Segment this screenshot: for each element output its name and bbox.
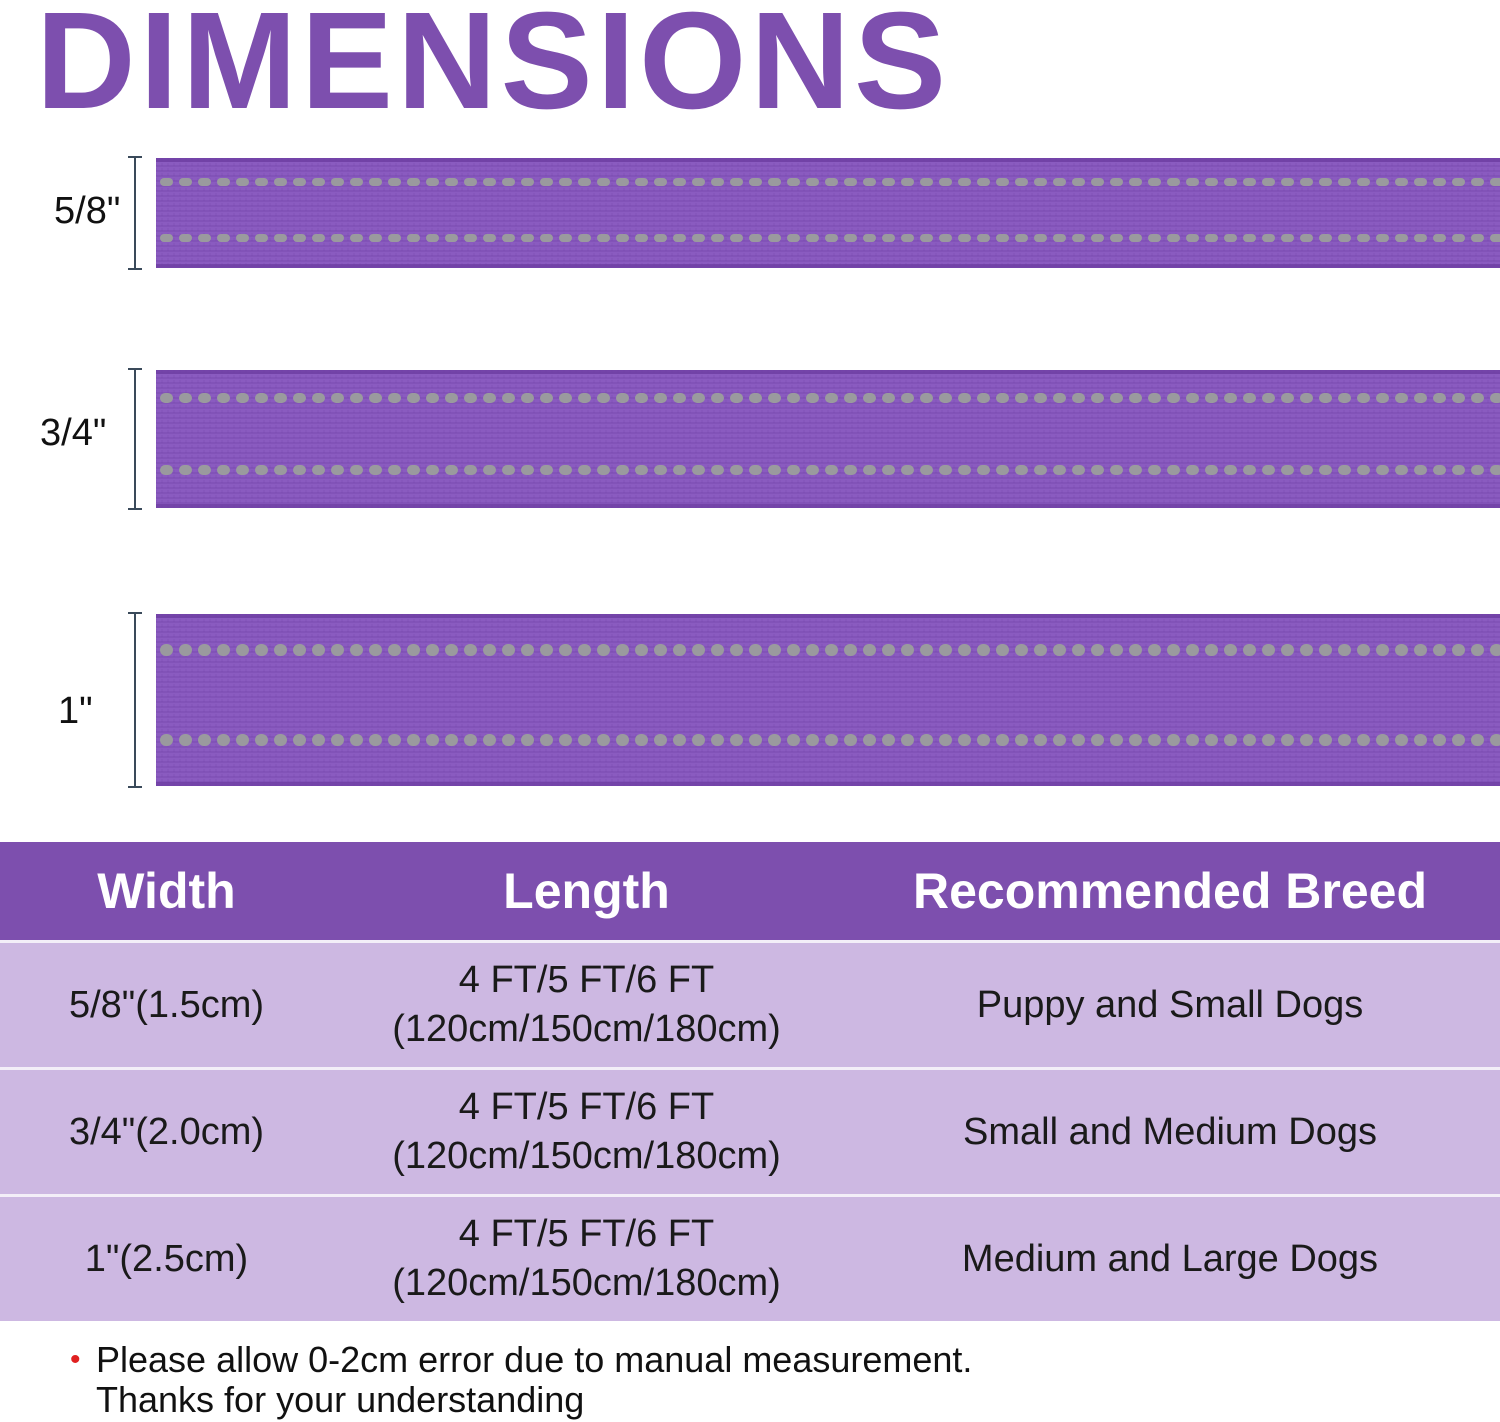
cell-length: 4 FT/5 FT/6 FT (120cm/150cm/180cm)	[333, 956, 840, 1053]
cell-breed: Puppy and Small Dogs	[976, 983, 1364, 1026]
measurement-note: • Please allow 0-2cm error due to manual …	[70, 1340, 972, 1420]
cell-width: 1"(2.5cm)	[84, 1237, 249, 1280]
strap-size-label: 3/4"	[40, 412, 107, 454]
header-length: Length	[503, 863, 670, 919]
header-width: Width	[97, 863, 236, 919]
dimensions-table: Width Length Recommended Breed 5/8"(1.5c…	[0, 842, 1500, 1321]
cell-breed: Small and Medium Dogs	[963, 1110, 1377, 1153]
cell-length-ft: 4 FT/5 FT/6 FT	[458, 1213, 715, 1256]
cell-length-ft: 4 FT/5 FT/6 FT	[458, 959, 715, 1002]
table-header: Width Length Recommended Breed	[0, 842, 1500, 940]
cell-length-cm: (120cm/150cm/180cm)	[392, 1135, 781, 1177]
cell-length: 4 FT/5 FT/6 FT (120cm/150cm/180cm)	[333, 1210, 840, 1307]
cell-length: 4 FT/5 FT/6 FT (120cm/150cm/180cm)	[333, 1083, 840, 1180]
strap-webbing-1	[156, 614, 1500, 786]
strap-size-label: 1"	[58, 690, 93, 732]
table-row: 5/8"(1.5cm) 4 FT/5 FT/6 FT (120cm/150cm/…	[0, 940, 1500, 1067]
note-line-1: Please allow 0-2cm error due to manual m…	[96, 1339, 973, 1380]
cell-width: 3/4"(2.0cm)	[68, 1110, 265, 1153]
strap-row-1: 1"	[0, 612, 1500, 788]
bullet-icon: •	[70, 1343, 81, 1376]
strap-width-bracket	[128, 156, 142, 270]
strap-webbing-3-4	[156, 370, 1500, 508]
strap-size-label: 5/8"	[54, 190, 121, 232]
page-title: DIMENSIONS	[36, 0, 951, 138]
header-recommended-breed: Recommended Breed	[912, 863, 1428, 919]
strap-row-3-4: 3/4"	[0, 368, 1500, 510]
table-row: 3/4"(2.0cm) 4 FT/5 FT/6 FT (120cm/150cm/…	[0, 1067, 1500, 1194]
strap-width-bracket	[128, 368, 142, 510]
cell-breed: Medium and Large Dogs	[961, 1237, 1379, 1280]
cell-length-ft: 4 FT/5 FT/6 FT	[458, 1086, 715, 1129]
cell-width: 5/8"(1.5cm)	[68, 983, 265, 1026]
strap-width-bracket	[128, 612, 142, 788]
cell-length-cm: (120cm/150cm/180cm)	[392, 1262, 781, 1304]
table-row: 1"(2.5cm) 4 FT/5 FT/6 FT (120cm/150cm/18…	[0, 1194, 1500, 1321]
cell-length-cm: (120cm/150cm/180cm)	[392, 1008, 781, 1050]
strap-webbing-5-8	[156, 158, 1500, 268]
strap-row-5-8: 5/8"	[0, 156, 1500, 270]
note-line-2: Thanks for your understanding	[96, 1379, 585, 1420]
